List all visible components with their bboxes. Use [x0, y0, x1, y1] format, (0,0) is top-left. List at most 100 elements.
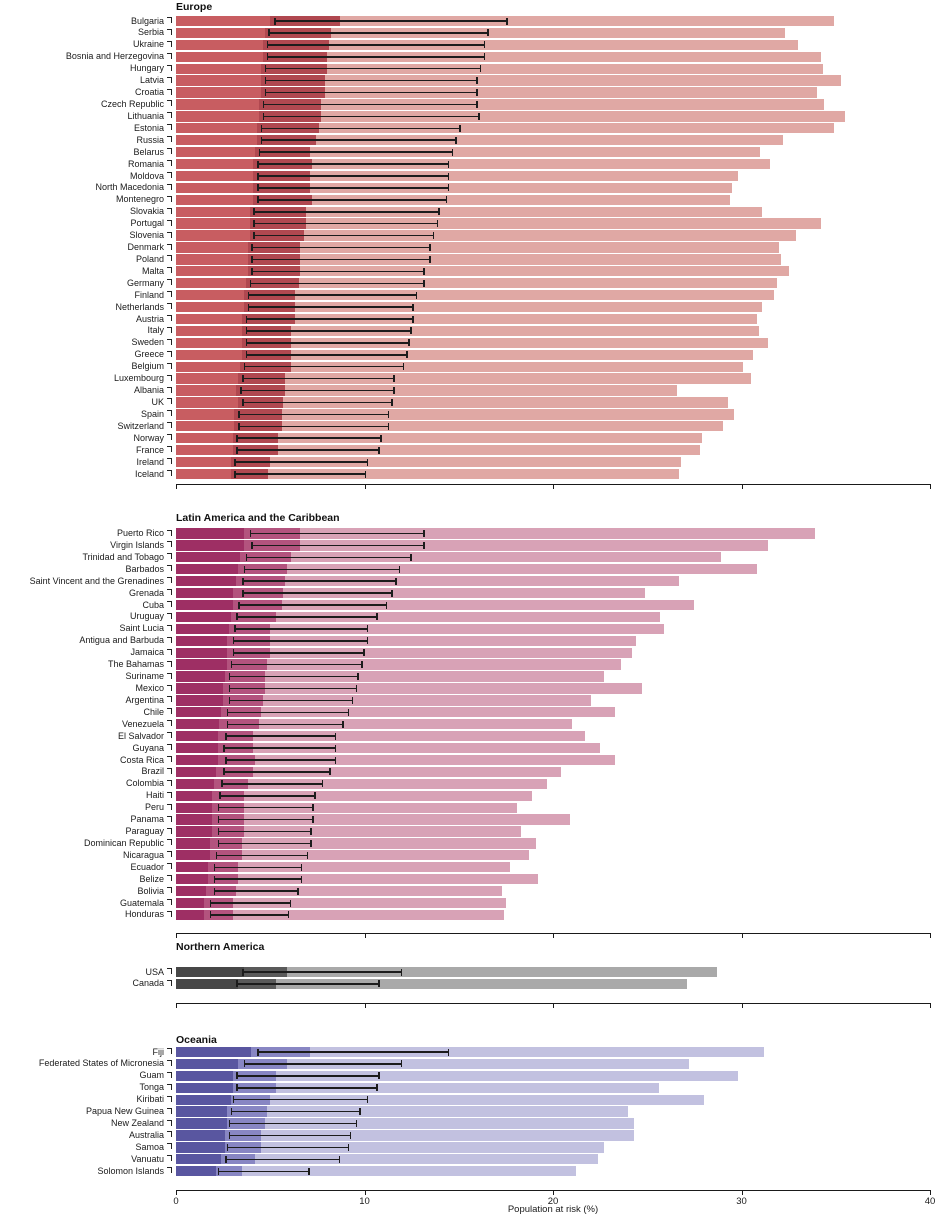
row-tick-horizontal [167, 1095, 172, 1097]
error-bar-cap-right [289, 899, 291, 907]
bar-band-light [176, 206, 763, 217]
bar-band-light [176, 87, 817, 98]
axis-tick [364, 1190, 366, 1195]
error-bar-line [253, 234, 435, 237]
row-tick-vertical [171, 1059, 172, 1066]
error-bar-line [257, 187, 450, 189]
bar-band-dark [176, 599, 233, 611]
row-tick-horizontal [167, 338, 172, 340]
bar-band-light [176, 695, 591, 706]
error-bar-line [236, 1087, 378, 1089]
error-bar-cap-right [402, 363, 405, 371]
error-bar-cap-right [410, 553, 412, 561]
error-bar-cap-right [297, 887, 299, 895]
error-bar-line [243, 365, 405, 368]
error-bar-cap-left [247, 303, 250, 311]
error-bar-cap-right [432, 232, 435, 240]
row-tick-vertical [171, 410, 172, 417]
bar-band-dark [176, 170, 254, 182]
bar-band-dark [176, 242, 248, 253]
bar-band-dark [176, 63, 261, 74]
error-bar-line [236, 616, 378, 618]
row-tick-vertical [171, 910, 172, 917]
row-tick-vertical [171, 899, 172, 905]
country-label: Netherlands [115, 301, 164, 312]
bar-band-dark [176, 671, 225, 682]
row-tick-vertical [171, 696, 172, 703]
row-tick-horizontal [167, 1059, 172, 1061]
bar-band-light [176, 1118, 635, 1129]
bar-band-dark [176, 278, 246, 289]
country-label: Venezuela [121, 718, 164, 729]
row-tick-horizontal [167, 160, 172, 161]
row-tick-vertical [171, 803, 172, 810]
bar-band-light [176, 409, 734, 420]
error-bar-cap-left [249, 530, 251, 537]
error-bar-cap-left [247, 291, 250, 299]
row-tick-horizontal [167, 422, 172, 424]
bar-band-dark [176, 361, 241, 372]
error-bar-cap-right [423, 541, 425, 549]
error-bar-cap-left [228, 1120, 231, 1127]
bar-band-dark [176, 742, 218, 754]
error-bar-cap-left [251, 541, 253, 549]
country-label: Belgium [131, 361, 164, 372]
row-tick-vertical [171, 732, 172, 739]
error-bar-line [236, 983, 380, 985]
row-tick-vertical [171, 386, 172, 393]
row-tick-vertical [171, 851, 172, 858]
row-tick-horizontal [167, 17, 172, 18]
error-bar-cap-right [391, 589, 393, 597]
error-bar-cap-right [355, 1120, 357, 1127]
row-tick-vertical [171, 541, 172, 548]
bar-band-dark [176, 218, 250, 229]
country-label: Guatemala [119, 897, 164, 908]
country-label: Czech Republic [100, 98, 164, 109]
country-label: Croatia [134, 87, 164, 97]
bar-band-dark [176, 564, 239, 575]
row-tick-vertical [171, 172, 172, 178]
bar-band-dark [176, 444, 233, 456]
bar-band-dark [176, 838, 210, 849]
bar-band-light [176, 802, 518, 813]
country-label: Solomon Islands [97, 1165, 164, 1176]
row-tick-horizontal [167, 350, 172, 352]
error-bar-cap-right [355, 685, 357, 692]
row-tick-horizontal [167, 767, 172, 769]
bar-band-light [176, 826, 521, 837]
bar-band-dark [176, 909, 205, 921]
row-tick-horizontal [167, 979, 172, 981]
row-tick-vertical [171, 326, 172, 333]
error-bar-cap-right [314, 792, 316, 800]
axis-tick [364, 484, 366, 489]
error-bar-line [209, 914, 290, 916]
row-tick-horizontal [167, 410, 172, 412]
row-tick-horizontal [167, 875, 172, 877]
country-label: Suriname [125, 671, 164, 681]
error-bar-cap-right [312, 804, 314, 812]
country-label: Chile [143, 706, 164, 717]
row-tick-vertical [171, 660, 172, 667]
row-tick-vertical [171, 1143, 172, 1150]
row-tick-horizontal [167, 231, 172, 233]
error-bar-line [249, 282, 425, 284]
bar-band-dark [176, 51, 263, 62]
bar-band-dark [176, 313, 242, 325]
country-label: Switzerland [117, 420, 164, 431]
row-tick-vertical [171, 779, 172, 786]
row-tick-horizontal [167, 589, 172, 591]
error-bar-line [232, 652, 365, 654]
bar-band-light [176, 754, 616, 766]
row-tick-horizontal [167, 968, 172, 969]
row-tick-vertical [171, 968, 172, 974]
error-bar-cap-left [223, 768, 225, 776]
country-label: Papua New Guinea [85, 1106, 164, 1117]
bar-band-dark [176, 695, 224, 706]
row-tick-vertical [171, 684, 172, 691]
country-label: Italy [147, 325, 164, 336]
row-tick-vertical [171, 303, 172, 310]
error-bar-line [226, 711, 350, 713]
bar-band-dark [176, 158, 254, 170]
bar-band-mid [176, 897, 233, 909]
error-bar-cap-left [245, 553, 248, 561]
